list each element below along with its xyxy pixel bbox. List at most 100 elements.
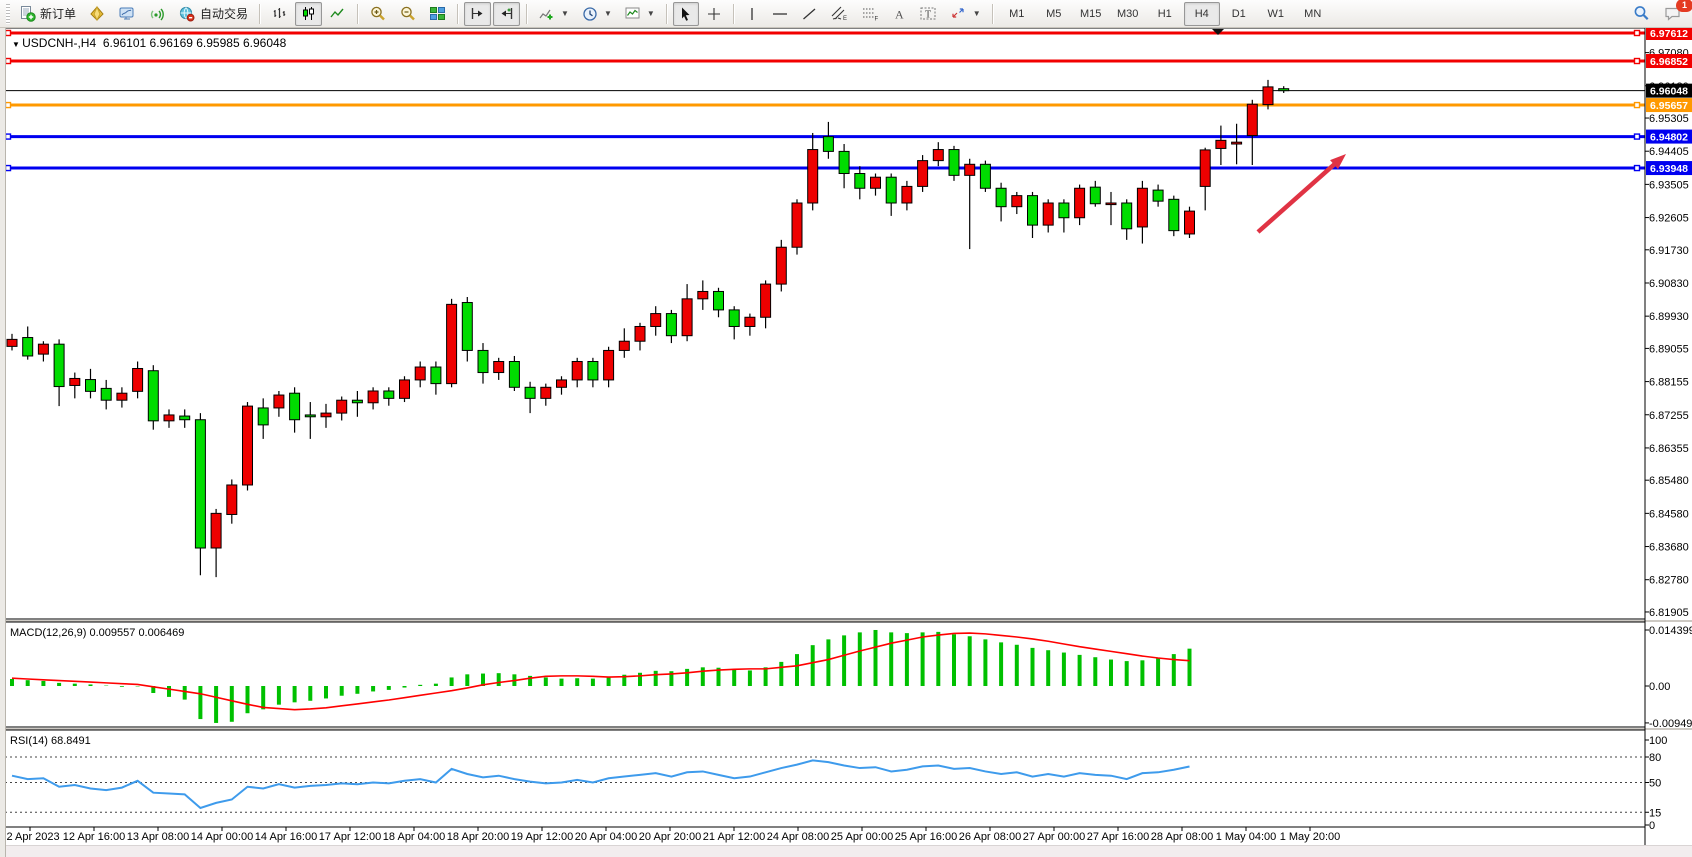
svg-text:E: E	[843, 16, 847, 22]
svg-text:6.82780: 6.82780	[1649, 575, 1689, 587]
auto-scroll-icon	[498, 5, 515, 22]
svg-text:6.86355: 6.86355	[1649, 443, 1689, 455]
svg-text:25 Apr 00:00: 25 Apr 00:00	[831, 831, 893, 843]
chart-area[interactable]: 6.970806.961806.953056.944056.935056.926…	[0, 28, 1692, 857]
indicators-button[interactable]: ▼	[533, 2, 574, 26]
text-label-tool-button[interactable]: T	[914, 2, 943, 26]
svg-text:6.96048: 6.96048	[1650, 86, 1688, 98]
svg-text:26 Apr 08:00: 26 Apr 08:00	[959, 831, 1021, 843]
svg-text:6.94405: 6.94405	[1649, 146, 1689, 158]
svg-text:13 Apr 08:00: 13 Apr 08:00	[127, 831, 189, 843]
horizontal-line-tool-button[interactable]	[766, 2, 794, 26]
templates-button[interactable]: ▼	[619, 2, 660, 26]
dropdown-caret-icon: ▼	[972, 9, 981, 18]
shapes-tool-button[interactable]: ▼	[945, 2, 986, 26]
svg-text:80: 80	[1649, 752, 1661, 764]
cursor-arrow-icon	[678, 6, 694, 22]
channel-tool-button[interactable]: E	[825, 2, 854, 26]
svg-text:6.89930: 6.89930	[1649, 311, 1689, 323]
crosshair-button[interactable]	[701, 2, 727, 26]
timeframe-H1-button[interactable]: H1	[1157, 7, 1172, 20]
svg-text:6.95305: 6.95305	[1649, 113, 1689, 125]
svg-text:6.89055: 6.89055	[1649, 343, 1689, 355]
bar-chart-type-button[interactable]	[266, 2, 293, 26]
svg-text:6.83680: 6.83680	[1649, 542, 1689, 554]
terminal-icon	[118, 5, 136, 23]
dropdown-caret-icon: ▼	[603, 9, 612, 18]
zoom-out-icon	[399, 5, 417, 23]
timeframe-MN-button[interactable]: MN	[1304, 7, 1322, 20]
vertical-line-icon	[745, 6, 759, 22]
window-left-frame	[0, 28, 6, 857]
toolbar-separator	[732, 3, 734, 24]
timeframe-D1-button[interactable]: D1	[1231, 7, 1246, 20]
yellow-crystal-button[interactable]	[83, 2, 111, 26]
candlestick-chart-type-button[interactable]	[295, 1, 323, 26]
svg-text:19 Apr 12:00: 19 Apr 12:00	[511, 831, 573, 843]
svg-text:25 Apr 16:00: 25 Apr 16:00	[895, 831, 957, 843]
dropdown-caret-icon: ▼	[646, 9, 655, 18]
rsi-label: RSI(14) 68.8491	[10, 735, 91, 747]
toolbar: 新订单 自动交易	[0, 0, 1692, 28]
svg-text:6.84580: 6.84580	[1649, 508, 1689, 520]
svg-text:12 Apr 16:00: 12 Apr 16:00	[63, 831, 125, 843]
tile-windows-icon	[429, 5, 446, 22]
timeframe-M30-button[interactable]: M30	[1117, 7, 1139, 20]
tile-windows-button[interactable]	[424, 2, 451, 26]
line-chart-type-button[interactable]	[324, 2, 351, 26]
status-bar	[0, 845, 1692, 857]
toolbar-separator	[457, 3, 459, 24]
text-tool-button[interactable]: A	[887, 2, 912, 26]
collapse-caret-icon: ▼	[12, 40, 23, 49]
signal-waves-button[interactable]	[143, 2, 171, 26]
svg-text:24 Apr 08:00: 24 Apr 08:00	[767, 831, 829, 843]
svg-text:28 Apr 08:00: 28 Apr 08:00	[1151, 831, 1213, 843]
svg-text:21 Apr 12:00: 21 Apr 12:00	[703, 831, 765, 843]
cursor-button[interactable]	[672, 1, 699, 26]
periods-button[interactable]: ▼	[576, 2, 617, 26]
timeframe-M15-button[interactable]: M15	[1080, 7, 1102, 20]
search-button[interactable]	[1627, 2, 1656, 26]
template-icon	[624, 5, 642, 23]
svg-text:F: F	[874, 17, 878, 23]
clock-icon	[581, 5, 599, 23]
zoom-in-button[interactable]	[364, 2, 392, 26]
svg-text:100: 100	[1649, 735, 1667, 747]
auto-trading-button[interactable]: 自动交易	[173, 2, 253, 26]
svg-text:6.85480: 6.85480	[1649, 475, 1689, 487]
svg-text:12 Apr 2023: 12 Apr 2023	[0, 831, 59, 843]
trendline-tool-button[interactable]	[796, 2, 823, 26]
svg-text:6.97612: 6.97612	[1650, 28, 1688, 40]
timeframe-M5-button[interactable]: M5	[1046, 7, 1062, 20]
svg-text:50: 50	[1649, 778, 1661, 790]
svg-text:1 May 20:00: 1 May 20:00	[1280, 831, 1341, 843]
timeframe-M1-button[interactable]: M1	[1009, 7, 1025, 20]
auto-scroll-button[interactable]	[493, 1, 521, 26]
timeframe-W1-button[interactable]: W1	[1267, 7, 1284, 20]
chart-canvas[interactable]: 6.970806.961806.953056.944056.935056.926…	[0, 28, 1692, 857]
toolbar-separator	[665, 3, 667, 24]
crystal-icon	[88, 5, 106, 23]
svg-text:0.014399: 0.014399	[1649, 625, 1692, 637]
svg-text:14 Apr 00:00: 14 Apr 00:00	[191, 831, 253, 843]
auto-trading-label: 自动交易	[200, 7, 249, 21]
trendline-icon	[801, 6, 818, 22]
zoom-out-button[interactable]	[394, 2, 422, 26]
blue-terminal-button[interactable]	[113, 2, 141, 26]
svg-text:6.95657: 6.95657	[1650, 100, 1688, 112]
timeframe-H4-button[interactable]: H4	[1183, 1, 1220, 26]
vertical-line-tool-button[interactable]	[740, 2, 764, 26]
toolbar-separator	[991, 3, 993, 24]
dropdown-caret-icon: ▼	[561, 9, 569, 18]
notifications-button[interactable]: 1	[1658, 0, 1692, 26]
chart-shift-button[interactable]	[464, 1, 492, 26]
svg-text:17 Apr 12:00: 17 Apr 12:00	[319, 831, 381, 843]
toolbar-grip	[6, 3, 10, 24]
horizontal-line-icon	[771, 6, 789, 22]
fibonacci-tool-button[interactable]: F	[856, 2, 885, 26]
chart-shift-icon	[469, 5, 486, 22]
svg-text:20 Apr 04:00: 20 Apr 04:00	[575, 831, 637, 843]
indicators-icon	[538, 5, 556, 23]
new-order-button[interactable]: 新订单	[14, 2, 81, 26]
svg-text:6.81905: 6.81905	[1649, 607, 1689, 619]
